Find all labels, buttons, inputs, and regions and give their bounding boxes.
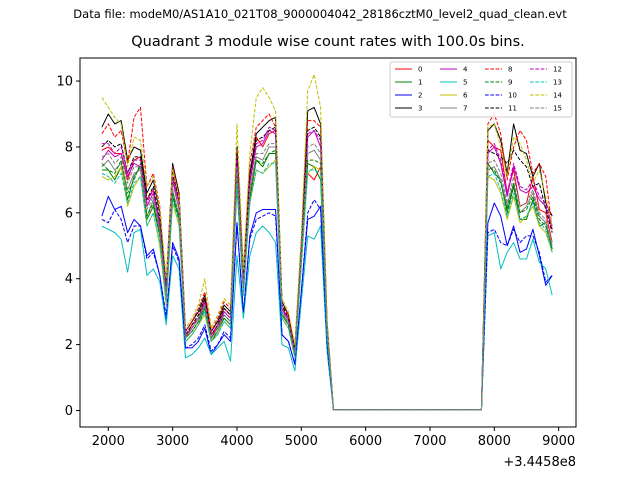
y-tick-label: 6 (65, 206, 73, 221)
y-tick-label: 4 (65, 272, 73, 287)
legend-label-7: 7 (463, 105, 467, 113)
y-tick-label: 8 (65, 140, 73, 155)
legend-label-8: 8 (508, 66, 512, 74)
legend-label-12: 12 (553, 66, 562, 74)
series-lines (101, 73, 553, 411)
y-tick-label: 0 (65, 404, 73, 419)
legend-label-3: 3 (418, 105, 422, 113)
legend-label-14: 14 (553, 92, 562, 100)
legend-label-0: 0 (418, 66, 422, 74)
x-tick-label: 5000 (285, 434, 318, 449)
x-offset-label: +3.4458e8 (503, 455, 576, 470)
y-tick-label: 10 (56, 75, 73, 90)
legend-label-1: 1 (418, 79, 422, 87)
legend-label-11: 11 (508, 105, 517, 113)
legend-label-9: 9 (508, 79, 512, 87)
y-tick-label: 2 (65, 338, 73, 353)
legend-label-6: 6 (463, 92, 468, 100)
axes-frame (79, 57, 577, 428)
legend-label-15: 15 (553, 105, 562, 113)
x-tick-label: 4000 (220, 434, 253, 449)
x-tick-label: 3000 (156, 434, 189, 449)
legend-label-5: 5 (463, 79, 467, 87)
legend-box (389, 61, 573, 118)
x-tick-label: 9000 (542, 434, 575, 449)
x-tick-label: 6000 (349, 434, 382, 449)
legend-label-2: 2 (418, 92, 422, 100)
series-line-15 (101, 143, 553, 411)
x-axis: 2000 3000 4000 5000 6000 7000 8000 9000 (92, 427, 575, 449)
x-tick-label: 8000 (478, 434, 511, 449)
chart-title: Quadrant 3 module wise count rates with … (131, 34, 525, 50)
legend-label-4: 4 (463, 66, 468, 74)
suptitle: Data file: modeM0/AS1A10_021T08_90000040… (73, 7, 567, 21)
legend-label-13: 13 (553, 79, 562, 87)
legend-label-10: 10 (508, 92, 517, 100)
series-line-9 (101, 149, 553, 411)
y-axis: 0 2 4 6 8 10 (56, 75, 80, 419)
x-tick-label: 7000 (413, 434, 446, 449)
x-tick-label: 2000 (92, 434, 125, 449)
